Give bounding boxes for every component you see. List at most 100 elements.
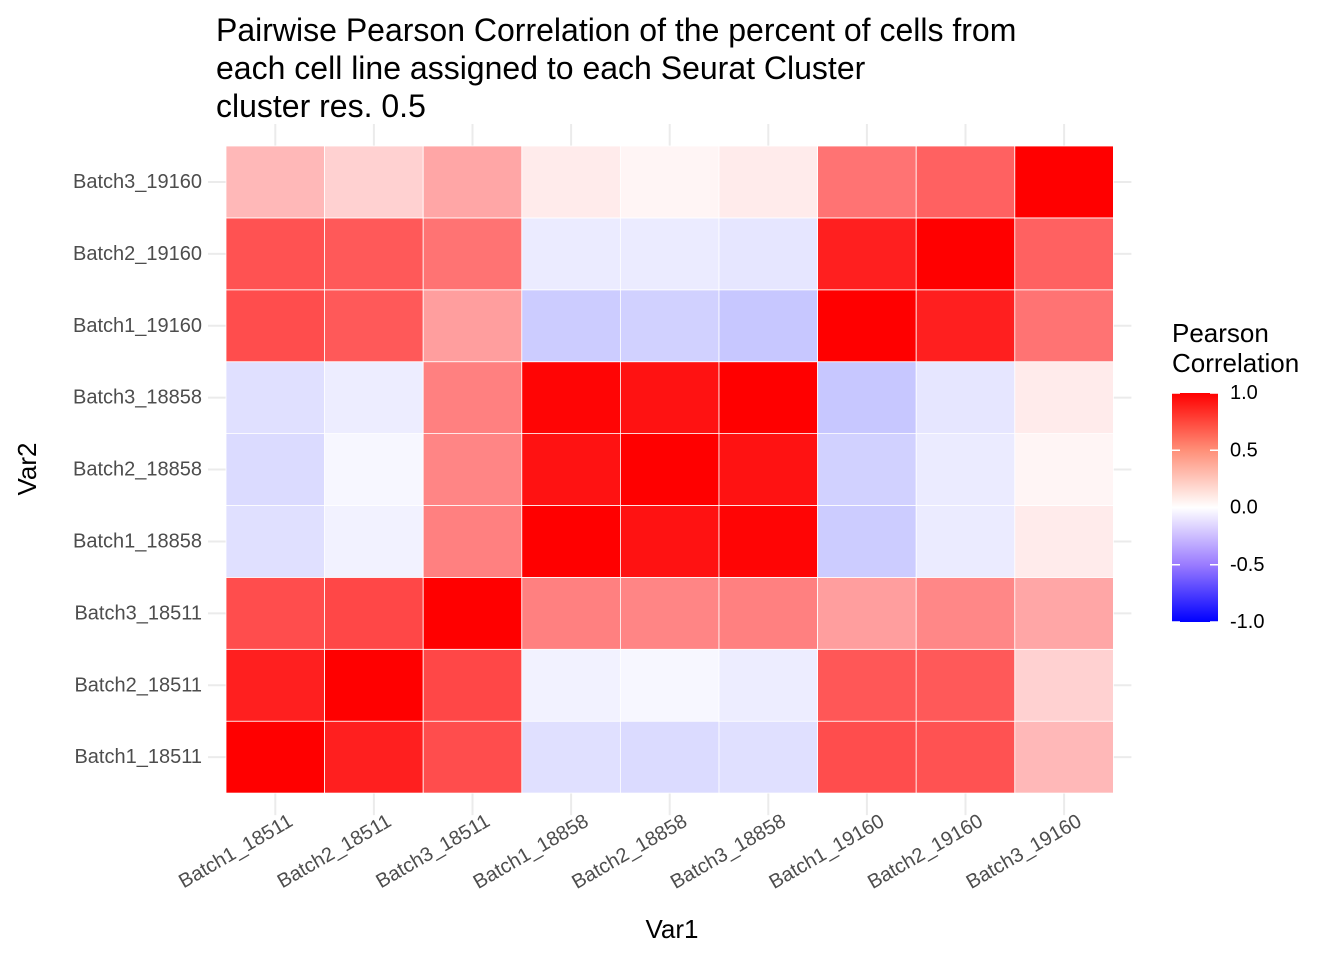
heatmap-cell-Batch3_18858-Batch1_18511 (718, 720, 818, 794)
heatmap-cell-Batch3_18511-Batch1_19160 (422, 289, 523, 363)
heatmap-cell-Batch2_18858-Batch2_18858 (620, 433, 720, 506)
heatmap-cell-Batch3_18858-Batch1_18858 (718, 505, 818, 578)
heatmap-cell-Batch2_19160-Batch2_19160 (915, 217, 1016, 291)
heatmap-cell-Batch3_18511-Batch2_19160 (422, 217, 523, 291)
y-tick-label: Batch1_19160 (73, 315, 202, 337)
legend-title-line-2: Correlation (1172, 348, 1299, 378)
heatmap-cell-Batch1_18858-Batch2_18511 (521, 648, 621, 722)
heatmap-cell-Batch1_18511-Batch3_18511 (225, 577, 325, 650)
heatmap-cell-Batch3_18858-Batch2_18858 (718, 433, 818, 506)
heatmap-cell-Batch2_19160-Batch2_18511 (915, 648, 1016, 722)
heatmap-cell-Batch2_18858-Batch3_18511 (620, 577, 720, 650)
heatmap-cell-Batch1_18511-Batch3_18858 (225, 361, 325, 435)
heatmap-cell-Batch1_19160-Batch3_18511 (817, 577, 917, 650)
heatmap-cell-Batch1_18858-Batch2_18858 (521, 433, 621, 506)
heatmap-cell-Batch2_18858-Batch1_19160 (620, 289, 720, 363)
legend-tick-label: 1.0 (1230, 382, 1258, 404)
heatmap-cell-Batch1_18511-Batch2_19160 (225, 217, 325, 291)
heatmap-cell-Batch3_18858-Batch3_18858 (718, 361, 818, 435)
heatmap-cell-Batch2_19160-Batch1_18858 (915, 505, 1016, 578)
legend-ticks: 1.0 0.5 0.0 -0.5 -1.0 (1172, 382, 1264, 633)
x-axis-tick-labels: Batch1_18511Batch2_18511Batch3_18511Batc… (175, 810, 1085, 894)
heatmap-cell-Batch3_18511-Batch3_18511 (422, 577, 523, 650)
legend-title-line-1: Pearson (1172, 318, 1269, 348)
heatmap-cell-Batch3_18858-Batch3_18511 (718, 577, 818, 650)
heatmap-cell-Batch2_18511-Batch2_18511 (324, 648, 424, 722)
heatmap-cell-Batch3_18511-Batch3_18858 (422, 361, 523, 435)
heatmap-cell-Batch2_19160-Batch3_18511 (915, 577, 1016, 650)
y-tick-label: Batch1_18858 (73, 530, 202, 552)
heatmap-cell-Batch1_18511-Batch1_18511 (225, 720, 325, 794)
heatmap-cell-Batch1_19160-Batch2_18858 (817, 433, 917, 506)
heatmap-cell-Batch1_19160-Batch3_18858 (817, 361, 917, 435)
y-tick-label: Batch2_18858 (73, 459, 202, 481)
heatmap-cell-Batch3_18858-Batch2_18511 (718, 648, 818, 722)
heatmap-cell-Batch1_19160-Batch1_18511 (817, 720, 917, 794)
heatmap-cell-Batch3_19160-Batch3_18858 (1014, 361, 1114, 435)
y-tick-label: Batch2_19160 (73, 243, 202, 265)
heatmap-cell-Batch2_19160-Batch3_19160 (915, 145, 1016, 219)
chart-title-line-3: cluster res. 0.5 (216, 88, 426, 124)
heatmap-cell-Batch1_18511-Batch1_18858 (225, 505, 325, 578)
heatmap-cell-Batch1_18858-Batch3_18511 (521, 577, 621, 650)
heatmap-cell-Batch1_19160-Batch2_19160 (817, 217, 917, 291)
y-tick-label: Batch2_18511 (74, 674, 202, 696)
heatmap-cell-Batch1_18858-Batch1_18511 (521, 720, 621, 794)
heatmap-cell-Batch2_18511-Batch2_19160 (324, 217, 424, 291)
legend-tick-label: 0.5 (1230, 439, 1258, 461)
heatmap-cell-Batch2_18511-Batch1_18511 (324, 720, 424, 794)
heatmap-cell-Batch2_19160-Batch1_18511 (915, 720, 1016, 794)
heatmap-cell-Batch1_18858-Batch3_19160 (521, 145, 621, 219)
heatmap-cell-Batch2_19160-Batch3_18858 (915, 361, 1016, 435)
heatmap-cell-Batch2_19160-Batch1_19160 (915, 289, 1016, 363)
x-axis-label: Var1 (646, 914, 699, 944)
chart-title: Pairwise Pearson Correlation of the perc… (216, 12, 1016, 124)
heatmap-cell-Batch1_18858-Batch2_19160 (521, 217, 621, 291)
heatmap-cell-Batch1_18511-Batch2_18511 (225, 648, 325, 722)
heatmap-cell-Batch1_19160-Batch3_19160 (817, 145, 917, 219)
heatmap-cell-Batch3_19160-Batch1_18858 (1014, 505, 1114, 578)
heatmap-cell-Batch2_18858-Batch1_18858 (620, 505, 720, 578)
heatmap-cell-Batch2_18858-Batch1_18511 (620, 720, 720, 794)
heatmap-cell-Batch1_18858-Batch3_18858 (521, 361, 621, 435)
heatmap-cell-Batch2_18858-Batch3_19160 (620, 145, 720, 219)
heatmap-cell-Batch3_18858-Batch2_19160 (718, 217, 818, 291)
heatmap-cell-Batch2_18511-Batch3_18858 (324, 361, 424, 435)
heatmap-cell-Batch2_18511-Batch2_18858 (324, 433, 424, 506)
heatmap-cell-Batch2_18511-Batch1_18858 (324, 505, 424, 578)
y-axis-label: Var2 (12, 443, 42, 496)
heatmap-cell-Batch3_19160-Batch1_18511 (1014, 720, 1114, 794)
heatmap-cell-Batch1_18858-Batch1_19160 (521, 289, 621, 363)
heatmap-cell-Batch2_18858-Batch2_19160 (620, 217, 720, 291)
heatmap-cell-Batch3_19160-Batch2_19160 (1014, 217, 1114, 291)
chart-title-line-2: each cell line assigned to each Seurat C… (216, 50, 866, 86)
heatmap-cells (225, 145, 1114, 794)
heatmap-cell-Batch2_18511-Batch1_19160 (324, 289, 424, 363)
y-tick-label: Batch3_18511 (74, 602, 202, 624)
heatmap-cell-Batch3_19160-Batch3_19160 (1014, 145, 1114, 219)
y-tick-label: Batch3_19160 (73, 171, 202, 193)
heatmap-cell-Batch3_18858-Batch1_19160 (718, 289, 818, 363)
heatmap-cell-Batch3_18511-Batch3_19160 (422, 145, 523, 219)
heatmap-cell-Batch1_19160-Batch2_18511 (817, 648, 917, 722)
heatmap-cell-Batch3_18511-Batch2_18858 (422, 433, 523, 506)
heatmap-cell-Batch3_19160-Batch1_19160 (1014, 289, 1114, 363)
color-legend: Pearson Correlation 1.0 0.5 0.0 -0.5 -1.0 (1172, 318, 1299, 633)
heatmap-cell-Batch1_18511-Batch1_19160 (225, 289, 325, 363)
heatmap-cell-Batch2_18511-Batch3_19160 (324, 145, 424, 219)
heatmap-cell-Batch3_18511-Batch1_18858 (422, 505, 523, 578)
chart-title-line-1: Pairwise Pearson Correlation of the perc… (216, 12, 1016, 48)
y-axis-tick-labels: Batch1_18511 Batch2_18511 Batch3_18511 Batc… (73, 171, 202, 768)
heatmap-cell-Batch1_19160-Batch1_18858 (817, 505, 917, 578)
heatmap-cell-Batch3_19160-Batch3_18511 (1014, 577, 1114, 650)
heatmap-cell-Batch2_18511-Batch3_18511 (324, 577, 424, 650)
heatmap-cell-Batch3_18511-Batch2_18511 (422, 648, 523, 722)
y-tick-label: Batch1_18511 (74, 746, 202, 768)
heatmap-cell-Batch3_18858-Batch3_19160 (718, 145, 818, 219)
heatmap-cell-Batch2_18858-Batch3_18858 (620, 361, 720, 435)
heatmap-cell-Batch2_18858-Batch2_18511 (620, 648, 720, 722)
heatmap-cell-Batch3_18511-Batch1_18511 (422, 720, 523, 794)
heatmap-cell-Batch3_19160-Batch2_18511 (1014, 648, 1114, 722)
heatmap-cell-Batch1_19160-Batch1_19160 (817, 289, 917, 363)
